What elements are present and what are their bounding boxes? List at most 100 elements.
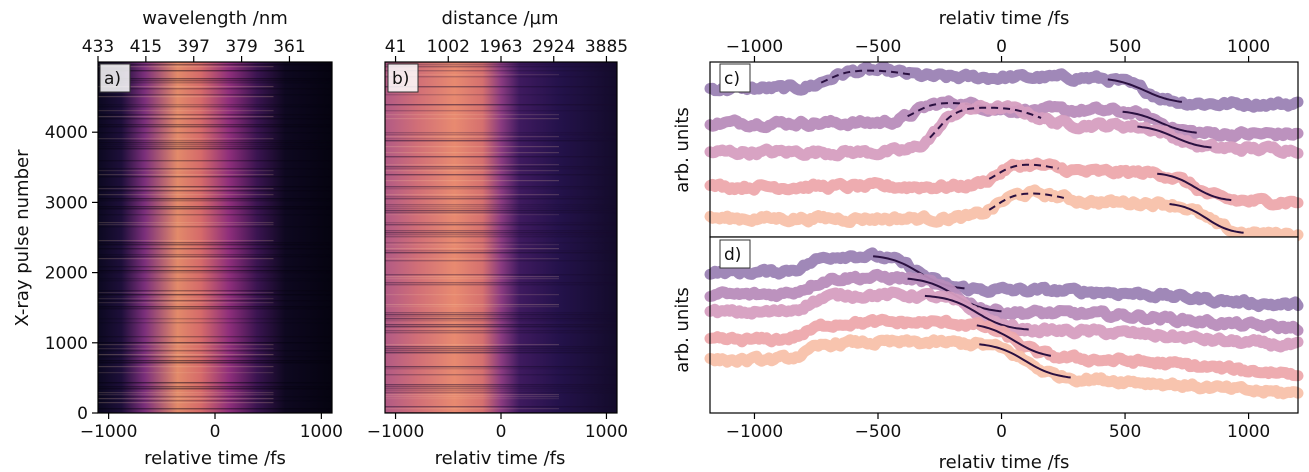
heatmap-row: [98, 254, 332, 256]
heatmap-row: [98, 240, 274, 242]
panel-a-heatmap-base: [98, 62, 332, 413]
heatmap-row: [385, 232, 617, 234]
panel-b-xlabel: relativ time /fs: [435, 448, 566, 469]
panel-c-fit-dashed: [988, 163, 1059, 180]
heatmap-row: [98, 396, 332, 398]
heatmap-row: [98, 118, 332, 120]
heatmap-row: [385, 194, 559, 196]
heatmap-row: [385, 224, 617, 226]
panel-c-label-box: [719, 63, 751, 93]
heatmap-row: [385, 170, 559, 172]
heatmap-row: [98, 256, 332, 258]
panel-a-top-tick-label: 361: [273, 37, 305, 57]
heatmap-row: [98, 258, 274, 260]
heatmap-row: [98, 308, 332, 310]
heatmap-row: [98, 144, 332, 146]
heatmap-row: [385, 210, 617, 212]
panel-d-series-line: [704, 334, 1304, 400]
heatmap-row: [385, 350, 617, 352]
heatmap-row: [385, 66, 617, 68]
heatmap-row: [98, 186, 332, 188]
heatmap-row: [98, 96, 274, 98]
heatmap-row: [98, 208, 332, 210]
heatmap-row: [98, 244, 332, 246]
heatmap-row: [385, 368, 617, 370]
panel-c-top-tick-label: −1000: [726, 37, 784, 57]
heatmap-row: [385, 244, 559, 246]
panel-b: b) −1000 0 1000 41 1002 1963 2924 3885 distance…: [367, 8, 628, 469]
panel-d-xtick-label: 500: [1109, 422, 1141, 442]
heatmap-row: [385, 208, 617, 210]
panel-b-label-box: [387, 63, 419, 93]
heatmap-row: [98, 140, 332, 142]
heatmap-row: [385, 110, 617, 112]
heatmap-row: [385, 174, 617, 176]
heatmap-row: [385, 242, 617, 244]
heatmap-row: [385, 146, 559, 148]
panel-c-label: c): [724, 69, 740, 89]
heatmap-row: [98, 176, 332, 178]
heatmap-row: [98, 382, 332, 384]
panel-d-series-line: [704, 247, 1304, 313]
heatmap-row: [385, 212, 617, 214]
heatmap-row: [385, 168, 617, 170]
heatmap-row: [98, 398, 274, 400]
heatmap-row: [98, 292, 274, 294]
heatmap-row: [385, 332, 617, 334]
panel-d-frame: [709, 236, 1299, 414]
heatmap-row: [98, 270, 332, 272]
heatmap-row: [98, 124, 332, 126]
heatmap-row: [98, 348, 274, 350]
heatmap-row: [385, 348, 617, 350]
panel-b-label: b): [392, 69, 409, 89]
heatmap-row: [385, 408, 559, 410]
heatmap-row: [98, 70, 332, 72]
panel-a-ylabel: X-ray pulse number: [12, 149, 33, 327]
panel-a-top-tick-label: 433: [82, 37, 114, 57]
heatmap-row: [385, 258, 559, 260]
panel-d-axes: −1000 −500 0 500 1000: [726, 413, 1270, 442]
panel-a-ytick-label: 1000: [45, 334, 88, 354]
heatmap-row: [98, 222, 274, 224]
panel-a-ytick-label: 2000: [45, 264, 88, 284]
heatmap-row: [385, 104, 617, 106]
heatmap-row: [98, 342, 332, 344]
heatmap-row: [385, 294, 559, 296]
heatmap-row: [385, 132, 617, 134]
heatmap-row: [385, 314, 617, 316]
heatmap-row: [385, 304, 559, 306]
heatmap-row: [385, 134, 617, 136]
panel-d-fit-solid: [976, 324, 1052, 357]
heatmap-row: [98, 272, 332, 274]
heatmap-row: [385, 274, 617, 276]
heatmap-row: [98, 190, 332, 192]
panel-d-ylabel: arb. units: [672, 287, 693, 373]
heatmap-row: [385, 396, 559, 398]
heatmap-row: [98, 306, 332, 308]
heatmap-row: [385, 330, 617, 332]
panel-b-top-tick-label: 3885: [585, 37, 628, 57]
heatmap-row: [385, 392, 617, 394]
heatmap-row: [98, 298, 274, 300]
panel-a-xtick-label: 1000: [300, 422, 343, 442]
heatmap-row: [98, 336, 332, 338]
heatmap-row: [385, 234, 617, 236]
panel-c-top-label: relativ time /fs: [939, 8, 1070, 29]
heatmap-row: [98, 266, 332, 268]
heatmap-row: [385, 284, 617, 286]
panel-b-heatmap-base: [385, 62, 617, 413]
heatmap-row: [98, 132, 332, 134]
heatmap-row: [98, 224, 274, 226]
heatmap-row: [385, 312, 617, 314]
panel-c-top-tick-label: 1000: [1227, 37, 1270, 57]
heatmap-row: [98, 388, 332, 390]
heatmap-row: [98, 294, 332, 296]
panel-d-xtick-label: −500: [855, 422, 902, 442]
heatmap-row: [385, 306, 559, 308]
heatmap-row: [385, 222, 617, 224]
heatmap-row: [98, 322, 332, 324]
heatmap-row: [98, 248, 332, 250]
heatmap-row: [98, 386, 332, 388]
